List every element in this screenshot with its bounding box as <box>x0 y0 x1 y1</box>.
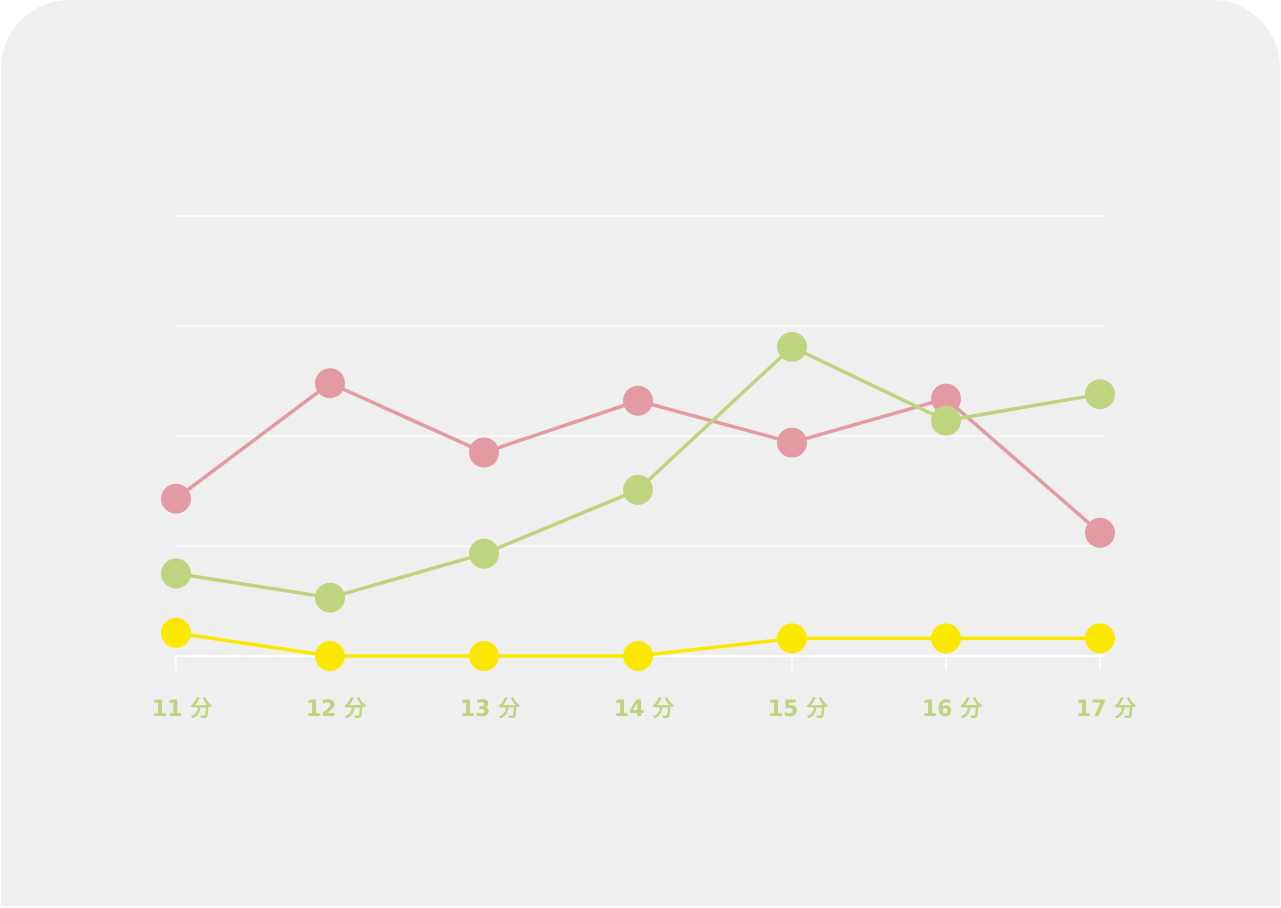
series-1-point <box>469 437 499 468</box>
x-tick-label: 15 分 <box>768 697 828 722</box>
series-1-point <box>161 483 191 514</box>
series-3-point <box>777 623 807 654</box>
series-3-point <box>623 641 653 671</box>
x-tick-label: 14 分 <box>614 697 674 722</box>
series-1-point <box>1085 517 1115 548</box>
series-1-point <box>777 427 807 458</box>
series-1-point <box>931 383 961 414</box>
x-tick-label: 17 分 <box>1076 697 1136 722</box>
series-points <box>161 331 1115 671</box>
series-2-point <box>469 538 499 569</box>
series-2-point <box>931 405 961 436</box>
series-3-point <box>1085 623 1115 654</box>
series-2-point <box>777 331 807 362</box>
x-tick-labels: 11 分 12 分 13 分 14 分 15 分 16 分 17 分 <box>152 697 1136 722</box>
series-2-point <box>161 558 191 589</box>
series-1-point <box>315 368 345 399</box>
series-3-point <box>161 617 191 648</box>
series-2-point <box>1085 379 1115 410</box>
x-tick-label: 16 分 <box>922 697 982 722</box>
series-1-point <box>623 385 653 416</box>
x-tick-label: 13 分 <box>460 697 520 722</box>
series-line-2 <box>175 345 1101 600</box>
series-2-point <box>315 582 345 613</box>
series-3-point <box>469 641 499 671</box>
series-3-point <box>931 623 961 654</box>
series-2-point <box>623 474 653 505</box>
gridlines <box>176 215 1105 547</box>
series-3-point <box>315 641 345 671</box>
x-tick-label: 12 分 <box>306 697 366 722</box>
x-tick-label: 11 分 <box>152 697 212 722</box>
